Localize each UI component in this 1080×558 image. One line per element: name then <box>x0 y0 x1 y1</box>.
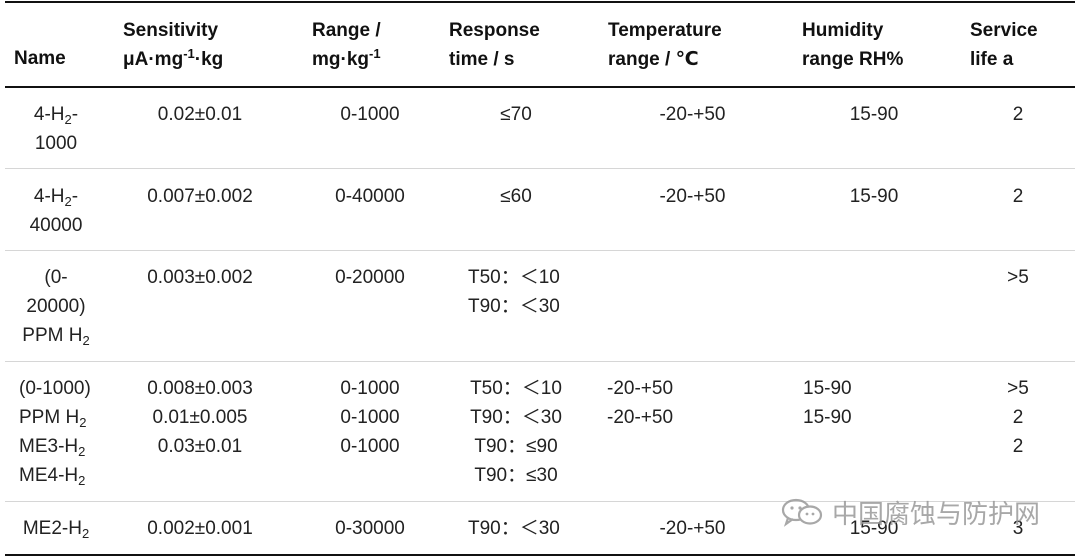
table-row-2-name: 4-H2- 40000 <box>29 186 83 236</box>
table-row-2-response: ≤60 <box>500 186 532 207</box>
table-row-5-response: T90：＜30 <box>468 518 560 539</box>
header-temperature-range: Temperature range / ℃ <box>608 20 722 70</box>
table-row-2-range: 0-40000 <box>335 186 405 207</box>
table-bottom-rule <box>5 554 1075 556</box>
row-divider <box>5 361 1075 362</box>
table-row-5-humidity: 15-90 <box>849 518 899 539</box>
table-row-5-service: 3 <box>1012 518 1024 539</box>
table-row-1-service: 2 <box>1012 104 1024 125</box>
table-row-1-humidity: 15-90 <box>849 104 899 125</box>
table-row-2-temperature: -20-+50 <box>659 186 726 207</box>
table-top-rule <box>5 1 1075 3</box>
table-row-5-sensitivity: 0.002±0.001 <box>147 518 253 539</box>
table-row-4-sensitivity: 0.008±0.003 0.01±0.005 0.03±0.01 <box>147 378 253 457</box>
row-divider <box>5 501 1075 502</box>
row-divider <box>5 250 1075 251</box>
table-row-5-range: 0-30000 <box>335 518 405 539</box>
table-row-2-humidity: 15-90 <box>849 186 899 207</box>
table-row-3-name: (0- 20000) PPM H2 <box>22 267 90 348</box>
row-divider <box>5 168 1075 169</box>
table-row-4-range: 0-1000 0-1000 0-1000 <box>340 378 400 457</box>
table-row-1-name: 4-H2- 1000 <box>33 104 79 154</box>
table-row-5-temperature: -20-+50 <box>659 518 726 539</box>
header-service-life: Service life a <box>970 20 1038 70</box>
table-row-3-sensitivity: 0.003±0.002 <box>147 267 253 288</box>
table-row-4-humidity: 15-90 15-90 <box>803 378 852 428</box>
table-row-3-response: T50：＜10 T90：＜30 <box>468 267 560 317</box>
table-row-1-range: 0-1000 <box>340 104 400 125</box>
table-row-5-name: ME2-H2 <box>22 518 90 541</box>
table-row-2-sensitivity: 0.007±0.002 <box>147 186 253 207</box>
table-row-3-service: >5 <box>1007 267 1029 288</box>
wechat-icon <box>781 498 823 527</box>
table-row-2-service: 2 <box>1012 186 1024 207</box>
table-row-3-range: 0-20000 <box>335 267 405 288</box>
table-row-1-sensitivity: 0.02±0.01 <box>157 104 243 125</box>
header-sensitivity: Sensitivity μA·mg-1·kg <box>123 20 224 70</box>
table-row-4-temperature: -20-+50 -20-+50 <box>607 378 674 428</box>
table-row-4-response: T50：＜10 T90：＜30 T90：≤90 T90：≤30 <box>470 378 562 486</box>
table-row-4-name: (0-1000) PPM H2 ME3-H2 ME4-H2 <box>19 378 91 488</box>
header-range: Range / mg·kg-1 <box>312 20 381 70</box>
header-name: Name <box>14 48 66 69</box>
header-response-time: Response time / s <box>449 20 540 70</box>
table-row-1-response: ≤70 <box>500 104 532 125</box>
table-header-rule <box>5 86 1075 88</box>
watermark-text: 中国腐蚀与防护网 <box>832 498 1041 529</box>
watermark: 中国腐蚀与防护网 <box>780 494 1040 530</box>
table-row-4-service: >5 2 2 <box>1007 378 1029 457</box>
header-humidity-range: Humidity range RH% <box>802 20 904 70</box>
table-row-1-temperature: -20-+50 <box>659 104 726 125</box>
